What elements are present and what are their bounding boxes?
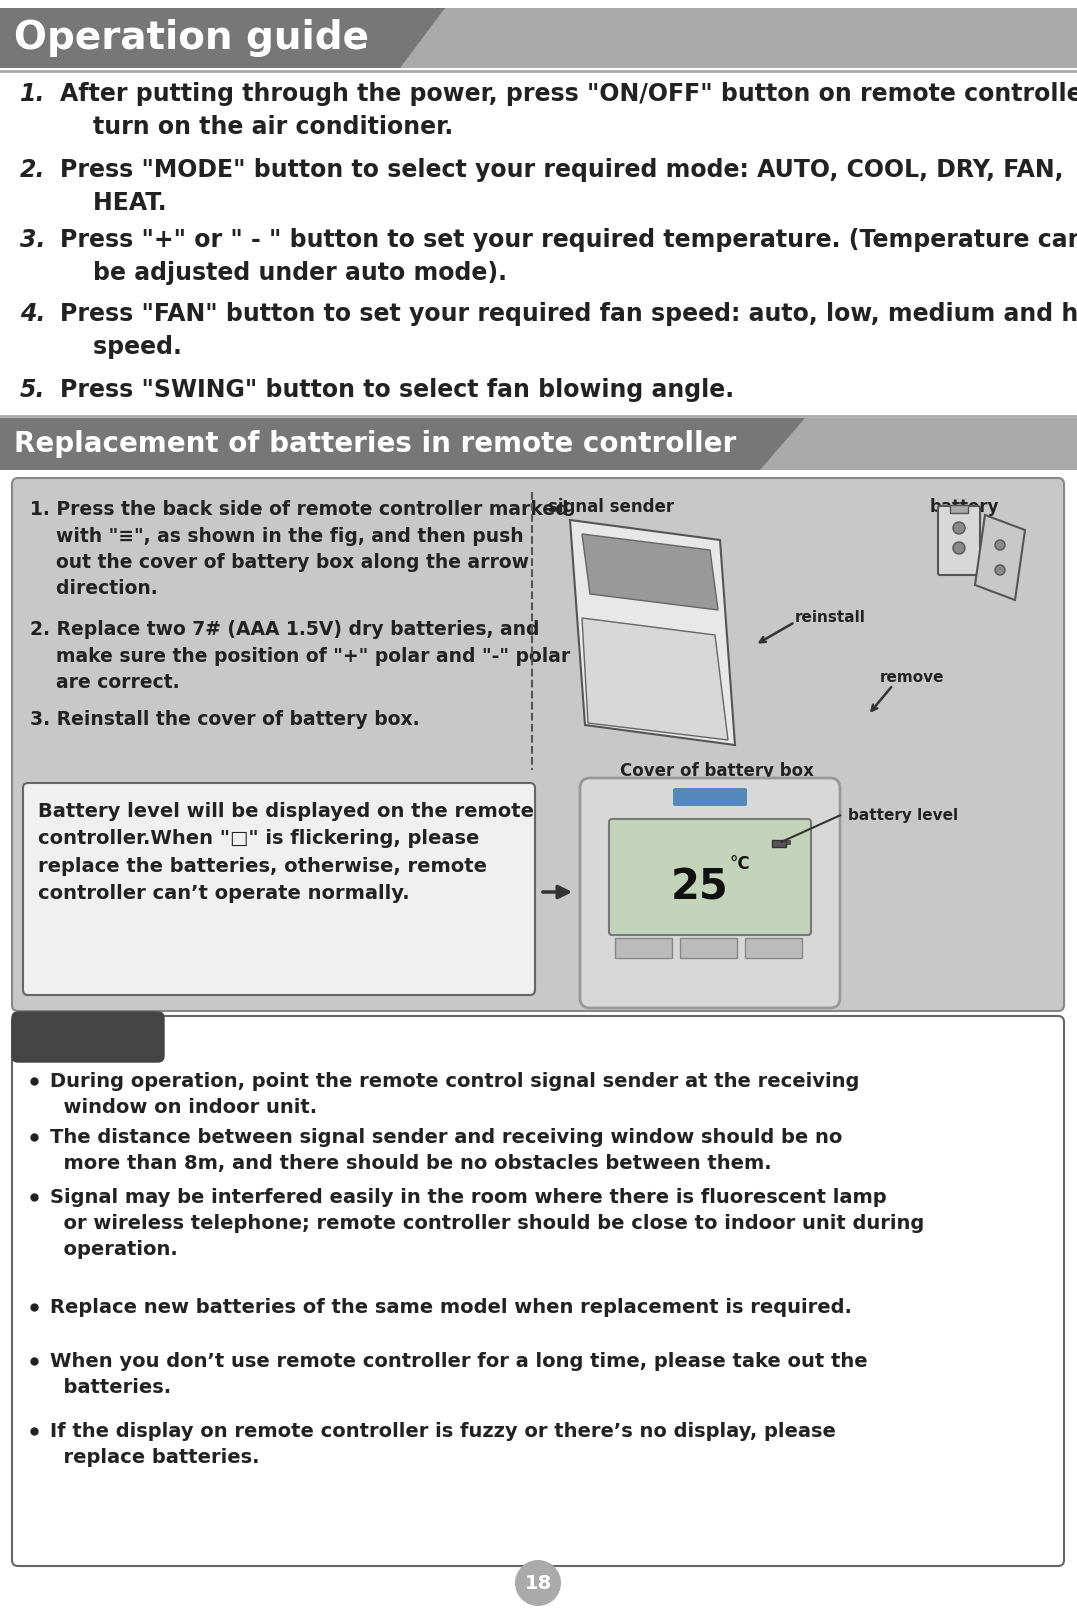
Polygon shape	[582, 618, 728, 741]
Text: 1.: 1.	[20, 82, 45, 106]
FancyBboxPatch shape	[609, 819, 811, 935]
Text: signal sender: signal sender	[548, 497, 674, 515]
Text: 3.: 3.	[20, 229, 45, 253]
Text: 1. Press the back side of remote controller marked
    with "≡", as shown in the: 1. Press the back side of remote control…	[30, 501, 569, 599]
Text: Press "MODE" button to select your required mode: AUTO, COOL, DRY, FAN,
    HEAT: Press "MODE" button to select your requi…	[60, 158, 1063, 214]
Text: When you don’t use remote controller for a long time, please take out the
  batt: When you don’t use remote controller for…	[50, 1352, 868, 1397]
Text: 2.: 2.	[20, 158, 45, 182]
Polygon shape	[570, 520, 735, 745]
FancyBboxPatch shape	[938, 506, 980, 575]
Bar	[0, 419, 760, 470]
Text: Cover of battery box: Cover of battery box	[620, 762, 814, 779]
Circle shape	[515, 1560, 561, 1607]
Bar	[772, 840, 786, 847]
FancyBboxPatch shape	[12, 478, 1064, 1011]
FancyBboxPatch shape	[12, 1013, 164, 1063]
Bar	[760, 419, 1077, 470]
Text: reinstall: reinstall	[795, 610, 866, 625]
FancyBboxPatch shape	[581, 778, 840, 1008]
Circle shape	[953, 522, 965, 535]
Text: remove: remove	[880, 670, 945, 684]
Polygon shape	[760, 419, 805, 470]
Text: Press "+" or " - " button to set your required temperature. (Temperature can’t
 : Press "+" or " - " button to set your re…	[60, 229, 1077, 285]
Text: 4.: 4.	[20, 303, 45, 325]
Text: Operation guide: Operation guide	[14, 19, 369, 56]
Text: Press "SWING" button to select fan blowing angle.: Press "SWING" button to select fan blowi…	[60, 378, 735, 402]
Text: Battery level will be displayed on the remote
controller.When "□" is flickering,: Battery level will be displayed on the r…	[38, 802, 534, 903]
Text: Replacement of batteries in remote controller: Replacement of batteries in remote contr…	[14, 430, 737, 457]
FancyBboxPatch shape	[673, 787, 747, 807]
Text: Press "FAN" button to set your required fan speed: auto, low, medium and high
  : Press "FAN" button to set your required …	[60, 303, 1077, 359]
Bar	[0, 8, 400, 68]
Polygon shape	[805, 419, 1077, 470]
Text: 18: 18	[524, 1573, 551, 1592]
Polygon shape	[582, 535, 718, 610]
Bar	[950, 506, 968, 514]
Text: 25: 25	[671, 866, 729, 908]
Bar	[0, 8, 1077, 68]
Text: battery level: battery level	[848, 808, 959, 823]
Bar	[786, 840, 791, 844]
Bar	[680, 939, 737, 958]
Circle shape	[995, 539, 1005, 551]
Bar	[745, 939, 802, 958]
Circle shape	[953, 543, 965, 554]
Text: battery: battery	[931, 497, 999, 515]
Text: During operation, point the remote control signal sender at the receiving
  wind: During operation, point the remote contr…	[50, 1072, 859, 1117]
Text: Replace new batteries of the same model when replacement is required.: Replace new batteries of the same model …	[50, 1298, 852, 1317]
Polygon shape	[400, 8, 445, 68]
FancyBboxPatch shape	[12, 1016, 1064, 1567]
Polygon shape	[400, 8, 445, 68]
Polygon shape	[975, 515, 1025, 601]
Text: 2. Replace two 7# (AAA 1.5V) dry batteries, and
    make sure the position of "+: 2. Replace two 7# (AAA 1.5V) dry batteri…	[30, 620, 570, 692]
Text: After putting through the power, press "ON/OFF" button on remote controller to
 : After putting through the power, press "…	[60, 82, 1077, 138]
Text: Signal may be interfered easily in the room where there is fluorescent lamp
  or: Signal may be interfered easily in the r…	[50, 1188, 924, 1259]
Text: If the display on remote controller is fuzzy or there’s no display, please
  rep: If the display on remote controller is f…	[50, 1422, 836, 1467]
Text: °C: °C	[730, 855, 751, 873]
FancyBboxPatch shape	[23, 782, 535, 995]
Text: 3. Reinstall the cover of battery box.: 3. Reinstall the cover of battery box.	[30, 710, 420, 729]
Bar	[615, 939, 672, 958]
Text: 5.: 5.	[20, 378, 45, 402]
Text: The distance between signal sender and receiving window should be no
  more than: The distance between signal sender and r…	[50, 1129, 842, 1174]
Circle shape	[995, 565, 1005, 575]
